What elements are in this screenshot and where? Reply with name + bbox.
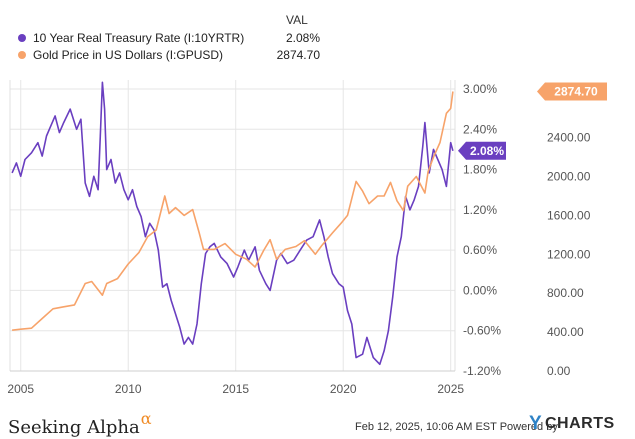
y-left-tick-label: 0.00% (463, 283, 497, 297)
legend-value-real-rate: 2.08% (285, 31, 320, 45)
real-rate-last-value-flag (458, 141, 506, 160)
y-right-tick-label: 0.00 (547, 364, 571, 378)
legend-value-gold: 2874.70 (276, 48, 320, 62)
series-lines (11, 81, 454, 366)
last-value-flags: 2.08% 2874.70 (458, 82, 607, 160)
real-rate-last-value-label: 2.08% (470, 144, 504, 158)
legend-label-real-rate: 10 Year Real Treasury Rate (I:10YRTR) (33, 31, 245, 45)
timestamp: Feb 12, 2025, 10:06 AM EST Powered by (355, 421, 558, 433)
y-right-tick-label: 2000.00 (547, 170, 591, 184)
legend-dot-real-rate (18, 34, 26, 42)
line-chart: -1.20% -0.60% 0.00% 0.60% 1.20% 1.80% 2.40% 3.0… (7, 80, 607, 396)
y-right-tick-label: 1200.00 (547, 247, 591, 261)
chart-legend: VAL 10 Year Real Treasury Rate (I:10YRTR… (0, 0, 635, 70)
footer: Seeking Alphaα Feb 12, 2025, 10:06 AM ES… (0, 400, 635, 439)
y-left-tick-label: 3.00% (463, 82, 497, 96)
y-left-tick-label: 0.60% (463, 243, 497, 257)
axis-labels: -1.20% -0.60% 0.00% 0.60% 1.20% 1.80% 2.40% 3.0… (7, 82, 590, 396)
legend-row-real-rate: 10 Year Real Treasury Rate (I:10YRTR) 2.… (18, 31, 320, 45)
ycharts-logo-mark: Y (529, 413, 542, 434)
real-rate-line (11, 81, 454, 366)
gold-last-value-flag (537, 82, 607, 101)
legend-row-gold: Gold Price in US Dollars (I:GPUSD) 2874.… (18, 48, 320, 62)
x-tick-label: 2005 (7, 382, 34, 396)
y-right-tick-label: 800.00 (547, 286, 584, 300)
y-right-tick-label: 400.00 (547, 325, 584, 339)
ycharts-logo-text: CHARTS (545, 415, 615, 432)
gold-price-line (12, 91, 454, 331)
y-left-tick-label: 2.40% (463, 122, 497, 136)
gold-last-value-label: 2874.70 (554, 84, 598, 98)
legend-val-header: VAL (286, 13, 308, 27)
x-tick-label: 2010 (115, 382, 142, 396)
x-tick-label: 2020 (330, 382, 357, 396)
alpha-mark: α (140, 409, 152, 428)
x-tick-label: 2015 (222, 382, 249, 396)
y-left-tick-label: 1.80% (463, 163, 497, 177)
y-right-tick-label: 1600.00 (547, 208, 591, 222)
y-left-tick-label: 1.20% (463, 203, 497, 217)
y-right-tick-label: 2400.00 (547, 131, 591, 145)
seeking-alpha-logo: Seeking Alphaα (8, 409, 152, 438)
x-tick-label: 2025 (437, 382, 464, 396)
brand-name: Seeking Alpha (8, 417, 140, 438)
y-left-tick-label: -0.60% (463, 324, 501, 338)
legend-label-gold: Gold Price in US Dollars (I:GPUSD) (33, 48, 224, 62)
y-left-tick-label: -1.20% (463, 364, 501, 378)
legend-dot-gold (18, 51, 26, 59)
